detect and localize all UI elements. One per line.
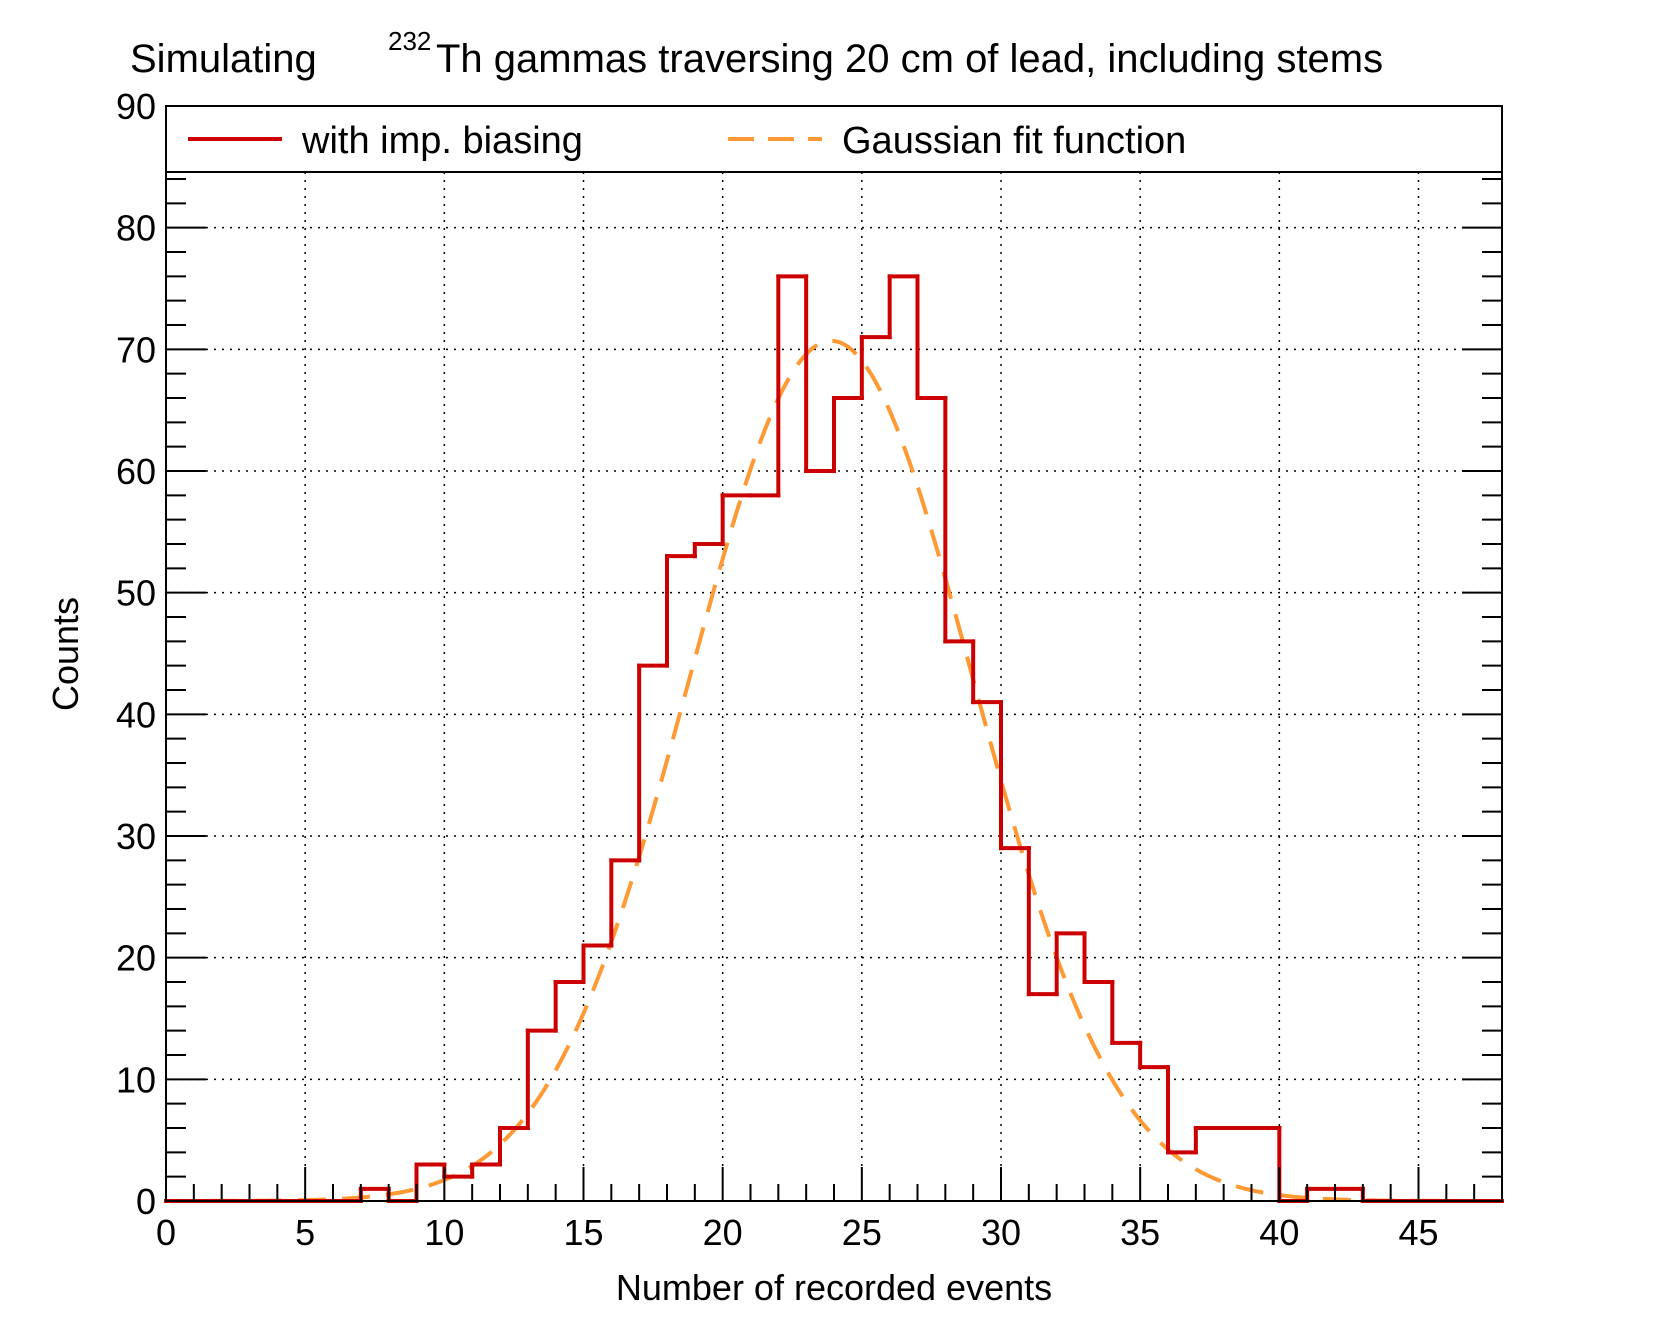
x-tick-label: 10 bbox=[424, 1212, 464, 1253]
x-axis-title: Number of recorded events bbox=[616, 1267, 1052, 1308]
x-tick-label: 45 bbox=[1398, 1212, 1438, 1253]
y-tick-label: 50 bbox=[116, 573, 156, 614]
x-tick-label: 30 bbox=[981, 1212, 1021, 1253]
axes: 0 5 10 15 20 25 30 35 40 45 0 10 20 30 40 50 60 70 80 90 bbox=[116, 86, 1503, 1253]
legend: with imp. biasing Gaussian fit function bbox=[165, 105, 1503, 173]
y-axis-title: Counts bbox=[45, 597, 86, 711]
legend-box bbox=[165, 105, 1503, 173]
y-tick-label: 90 bbox=[116, 86, 156, 127]
y-tick-label: 30 bbox=[116, 816, 156, 857]
y-tick-label: 40 bbox=[116, 694, 156, 735]
x-tick-label: 25 bbox=[842, 1212, 882, 1253]
legend-label-histogram: with imp. biasing bbox=[301, 120, 583, 162]
y-tick-label: 0 bbox=[136, 1181, 156, 1222]
x-tick-label: 20 bbox=[703, 1212, 743, 1253]
x-tick-label: 0 bbox=[156, 1212, 176, 1253]
x-tick-label: 35 bbox=[1120, 1212, 1160, 1253]
histogram-series bbox=[164, 274, 1504, 1203]
chart-title: Simulating 232 Th gammas traversing 20 c… bbox=[130, 26, 1383, 81]
legend-label-fit: Gaussian fit function bbox=[842, 120, 1186, 162]
y-tick-label: 70 bbox=[116, 329, 156, 370]
plot-frame bbox=[165, 105, 1503, 1202]
title-main: Th gammas traversing 20 cm of lead, incl… bbox=[436, 37, 1383, 81]
y-tick-label: 60 bbox=[116, 451, 156, 492]
x-tick-label: 40 bbox=[1259, 1212, 1299, 1253]
title-superscript: 232 bbox=[388, 26, 431, 56]
x-tick-label: 15 bbox=[563, 1212, 603, 1253]
title-prefix: Simulating bbox=[130, 37, 317, 81]
grid-lines bbox=[166, 172, 1502, 1201]
x-tick-label: 5 bbox=[295, 1212, 315, 1253]
y-tick-label: 20 bbox=[116, 938, 156, 979]
y-tick-label: 80 bbox=[116, 208, 156, 249]
y-tick-label: 10 bbox=[116, 1059, 156, 1100]
